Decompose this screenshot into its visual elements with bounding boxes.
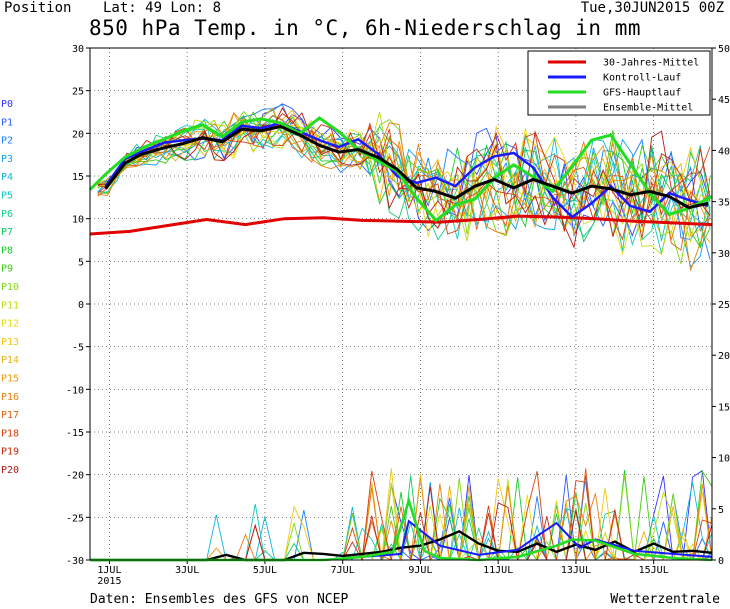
member-line-p20 bbox=[97, 107, 711, 249]
member-label-p3: P3 bbox=[1, 154, 13, 165]
plot-frame bbox=[89, 47, 713, 561]
brand-label: Wetterzentrale bbox=[610, 592, 720, 607]
y-tick-label-left: 15 bbox=[72, 172, 84, 183]
member-label-p17: P17 bbox=[1, 410, 19, 421]
x-tick-label: 3JUL bbox=[175, 565, 199, 576]
y-tick-label-right: 35 bbox=[718, 198, 730, 209]
member-label-p12: P12 bbox=[1, 319, 19, 330]
member-label-p6: P6 bbox=[1, 209, 13, 220]
y-tick-label-right: 20 bbox=[718, 351, 730, 362]
y-tick-label-left: 30 bbox=[72, 44, 84, 55]
member-label-p8: P8 bbox=[1, 245, 13, 256]
y-tick-label-right: 15 bbox=[718, 402, 730, 413]
x-tick-label: 13JUL bbox=[561, 565, 591, 576]
member-label-p14: P14 bbox=[1, 355, 19, 366]
member-line-p15 bbox=[97, 107, 711, 229]
y-tick-label-left: 5 bbox=[78, 257, 84, 268]
y-tick-label-left: -5 bbox=[72, 343, 84, 354]
y-tick-label-right: 25 bbox=[718, 300, 730, 311]
y-tick-label-left: -15 bbox=[66, 428, 84, 439]
main-layer bbox=[88, 116, 713, 562]
y-tick-label-right: 50 bbox=[718, 44, 730, 55]
position-label: Position bbox=[4, 0, 72, 16]
y-tick-label-right: 5 bbox=[718, 505, 724, 516]
y-tick-label-left: 20 bbox=[72, 129, 84, 140]
x-tick-label: 15JUL bbox=[639, 565, 669, 576]
legend-label: 30-Jahres-Mittel bbox=[603, 58, 699, 69]
y-tick-label-right: 40 bbox=[718, 146, 730, 157]
y-tick-label-left: 25 bbox=[72, 87, 84, 98]
y-tick-label-left: -20 bbox=[66, 471, 84, 482]
member-label-p0: P0 bbox=[1, 99, 13, 110]
chart-title: 850 hPa Temp. in °C, 6h-Niederschlag in … bbox=[88, 16, 641, 40]
y-tick-label-left: 0 bbox=[78, 300, 84, 311]
tick-layer: 302520151050-5-10-15-20-25-3050454035302… bbox=[66, 44, 730, 587]
member-label-p7: P7 bbox=[1, 227, 13, 238]
member-label-p5: P5 bbox=[1, 191, 13, 202]
climate-mean-line bbox=[89, 214, 713, 236]
x-tick-label: 7JUL bbox=[331, 565, 355, 576]
year-label: 2015 bbox=[97, 576, 121, 587]
x-tick-label: 9JUL bbox=[408, 565, 432, 576]
x-tick-label: 11JUL bbox=[483, 565, 513, 576]
member-label-p19: P19 bbox=[1, 447, 19, 458]
legend-label: GFS-Hauptlauf bbox=[603, 88, 681, 99]
member-label-p10: P10 bbox=[1, 282, 19, 293]
legend-label: Kontroll-Lauf bbox=[603, 73, 681, 84]
legend: 30-Jahres-Mittel Kontroll-Lauf GFS-Hauptla… bbox=[527, 50, 711, 116]
member-label-p16: P16 bbox=[1, 392, 19, 403]
member-label-p2: P2 bbox=[1, 136, 13, 147]
data-source-label: Daten: Ensembles des GFS von NCEP bbox=[90, 592, 349, 607]
member-label-p4: P4 bbox=[1, 172, 13, 183]
x-tick-label: 1JUL bbox=[97, 565, 121, 576]
y-tick-label-right: 0 bbox=[718, 556, 724, 567]
y-tick-label-right: 30 bbox=[718, 249, 730, 260]
member-line-p19 bbox=[97, 112, 711, 237]
legend-label: Ensemble-Mittel bbox=[603, 103, 693, 114]
grid-layer bbox=[90, 47, 712, 561]
member-line-p18 bbox=[97, 121, 711, 241]
y-tick-label-left: -10 bbox=[66, 385, 84, 396]
y-tick-label-right: 10 bbox=[718, 454, 730, 465]
ensemble-mean-line bbox=[104, 124, 709, 210]
member-label-p15: P15 bbox=[1, 374, 19, 385]
x-tick-label: 5JUL bbox=[253, 565, 277, 576]
member-line-p11 bbox=[97, 111, 711, 256]
member-labels: P0 P1 P2 P3 P4 P5 P6 P7 P8 P9 P10 P11 P12 P13 P14 P15 P1… bbox=[1, 99, 19, 476]
y-tick-label-left: -30 bbox=[66, 556, 84, 567]
member-label-p13: P13 bbox=[1, 337, 19, 348]
member-label-p9: P9 bbox=[1, 264, 13, 275]
location-label: Lat: 49 Lon: 8 bbox=[103, 0, 222, 16]
member-label-p20: P20 bbox=[1, 465, 19, 476]
y-tick-label-left: -25 bbox=[66, 513, 84, 524]
member-label-p1: P1 bbox=[1, 117, 13, 128]
y-tick-label-left: 10 bbox=[72, 215, 84, 226]
run-time-label: Tue,30JUN2015 00Z bbox=[580, 0, 724, 16]
y-tick-label-right: 45 bbox=[718, 95, 730, 106]
member-label-p18: P18 bbox=[1, 428, 19, 439]
member-label-p11: P11 bbox=[1, 300, 19, 311]
ensemble-mean-precip-line bbox=[90, 529, 713, 562]
